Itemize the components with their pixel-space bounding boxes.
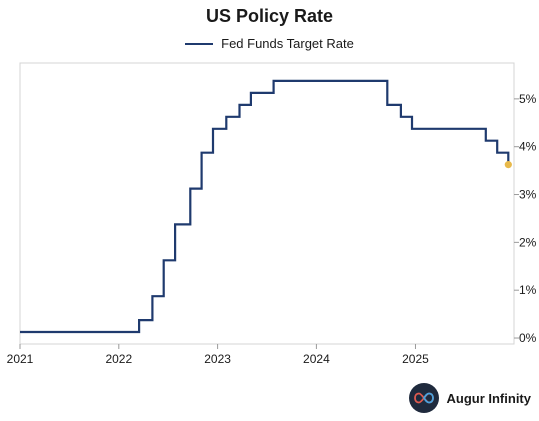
y-tick-label: 3%	[519, 188, 537, 202]
x-tick-label: 2023	[204, 352, 231, 366]
infinity-icon	[408, 383, 439, 413]
legend-label: Fed Funds Target Rate	[221, 36, 354, 51]
x-tick-label: 2024	[303, 352, 330, 366]
y-tick-label: 4%	[519, 140, 537, 154]
latest-value-marker	[504, 161, 512, 169]
fed-funds-series-line	[20, 79, 510, 334]
x-tick-label: 2021	[7, 352, 34, 366]
legend-swatch	[185, 42, 214, 45]
chart-title: US Policy Rate	[205, 6, 334, 26]
y-tick-label: 1%	[519, 283, 537, 297]
y-tick-label: 5%	[519, 92, 537, 106]
plot-frame	[19, 62, 515, 345]
y-tick-label: 0%	[519, 331, 537, 345]
y-tick-label: 2%	[519, 235, 537, 249]
brand-name: Augur Infinity	[446, 390, 532, 406]
brand: Augur Infinity	[408, 383, 532, 413]
x-tick-label: 2022	[105, 352, 132, 366]
chart-legend: Fed Funds Target Rate	[0, 36, 539, 51]
x-tick-label: 2025	[402, 352, 429, 366]
